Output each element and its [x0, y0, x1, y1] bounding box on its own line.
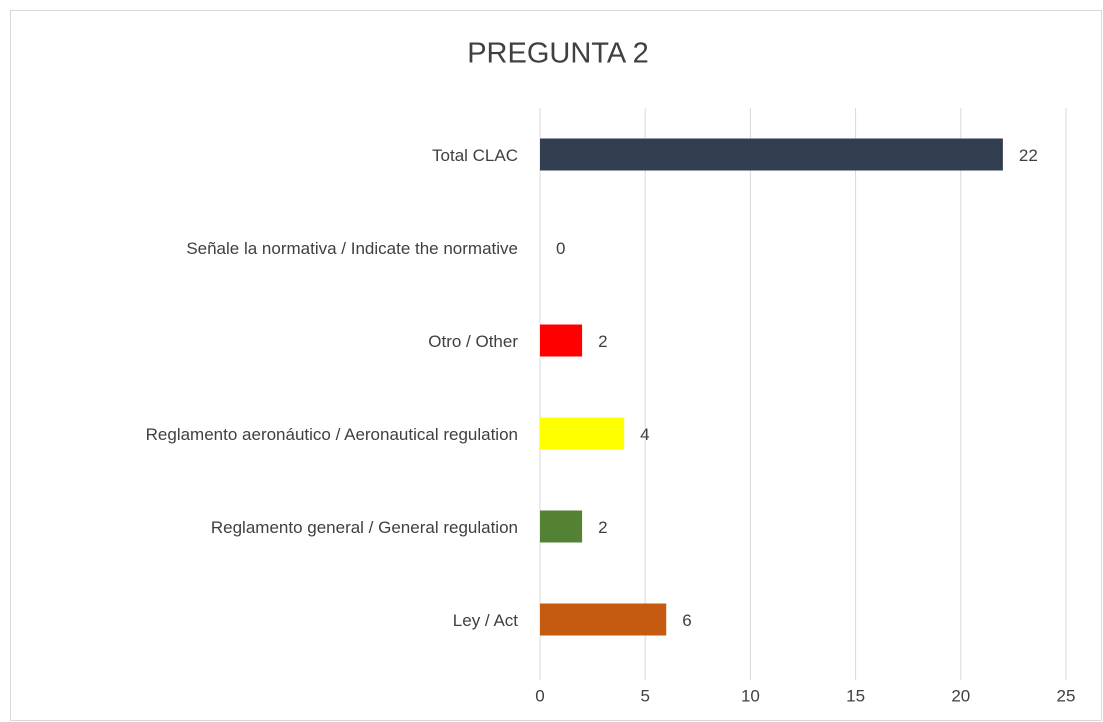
data-label: 0	[556, 239, 565, 258]
x-tick-label: 10	[741, 686, 760, 705]
bar	[540, 324, 583, 357]
chart-frame	[10, 10, 1102, 721]
x-tick-label: 0	[535, 686, 544, 705]
x-tick-label: 20	[951, 686, 970, 705]
y-tick-label: Total CLAC	[432, 146, 518, 165]
data-label: 2	[598, 332, 607, 351]
data-label: 6	[682, 611, 691, 630]
bar	[540, 510, 583, 543]
bar	[540, 138, 1003, 171]
y-tick-label: Reglamento general / General regulation	[211, 518, 518, 537]
y-tick-label: Señale la normativa / Indicate the norma…	[186, 239, 518, 258]
y-tick-label: Ley / Act	[453, 611, 518, 630]
data-label: 2	[598, 518, 607, 537]
data-label: 22	[1019, 146, 1038, 165]
bar	[540, 603, 667, 636]
data-label: 4	[640, 425, 649, 444]
y-tick-label: Reglamento aeronáutico / Aeronautical re…	[146, 425, 518, 444]
bar	[540, 417, 625, 450]
chart-title: PREGUNTA 2	[467, 38, 649, 70]
y-tick-label: Otro / Other	[428, 332, 518, 351]
x-tick-label: 5	[640, 686, 649, 705]
x-tick-label: 25	[1057, 686, 1076, 705]
x-tick-label: 15	[846, 686, 865, 705]
